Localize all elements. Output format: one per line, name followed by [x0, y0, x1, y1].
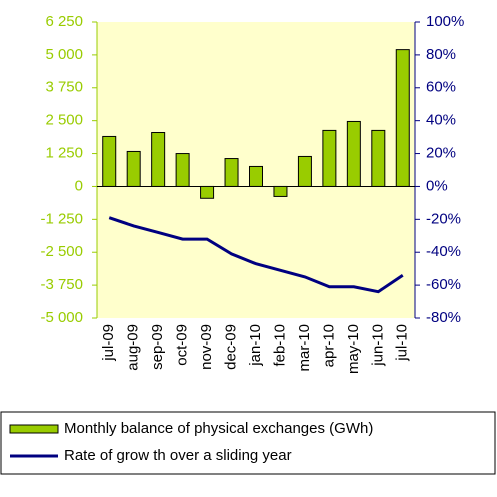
legend-box: [0, 411, 496, 475]
x-tick-label: nov-09: [198, 324, 215, 370]
y2-tick-label: 40%: [426, 112, 456, 129]
legend-label: Monthly balance of physical exchanges (G…: [64, 420, 373, 437]
bar: [322, 129, 337, 187]
bar: [249, 165, 263, 187]
bar: [102, 135, 117, 187]
bar: [273, 185, 288, 197]
bar: [297, 155, 312, 187]
y2-tick-label: 20%: [426, 145, 456, 162]
x-tick-label: sep-09: [149, 324, 166, 370]
y2-tick-label: -60%: [426, 276, 461, 293]
y-tick-label: -1 250: [40, 210, 83, 227]
y2-tick-label: -80%: [426, 309, 461, 326]
bar: [371, 129, 386, 187]
x-tick-label: mar-10: [296, 324, 313, 372]
x-tick-label: dec-09: [223, 324, 240, 370]
x-tick-label: apr-10: [320, 324, 337, 367]
x-tick-label: jul-10: [394, 324, 411, 362]
y2-tick-label: 80%: [426, 46, 456, 63]
x-tick-label: jul-09: [100, 324, 117, 362]
y2-tick-label: -20%: [426, 210, 461, 227]
bar: [126, 150, 141, 187]
x-tick-label: jan-10: [247, 324, 264, 367]
x-tick-label: jun-10: [369, 324, 386, 367]
bar: [346, 120, 361, 187]
y2-tick-label: 100%: [426, 13, 464, 30]
x-tick-label: aug-09: [125, 324, 142, 371]
y-tick-label: 5 000: [45, 46, 83, 63]
y-tick-label: 6 250: [45, 13, 83, 30]
y-tick-label: -2 500: [40, 243, 83, 260]
legend-swatch: [9, 424, 59, 434]
y-tick-label: 0: [75, 177, 83, 194]
line: [108, 216, 404, 294]
bar: [200, 185, 215, 199]
bar: [224, 158, 239, 187]
legend-label: Rate of grow th over a sliding year: [64, 447, 292, 464]
y-tick-label: -5 000: [40, 309, 83, 326]
y2-tick-label: 0%: [426, 177, 448, 194]
y2-tick-label: 60%: [426, 79, 456, 96]
bar: [395, 49, 410, 187]
bar: [151, 132, 166, 187]
x-tick-label: oct-09: [174, 324, 191, 366]
y-tick-label: 3 750: [45, 79, 83, 96]
y-tick-label: -3 750: [40, 276, 83, 293]
x-tick-label: may-10: [345, 324, 362, 374]
y2-tick-label: -40%: [426, 243, 461, 260]
y-tick-label: 1 250: [45, 145, 83, 162]
x-tick-label: feb-10: [271, 324, 288, 367]
y-tick-label: 2 500: [45, 112, 83, 129]
bar: [175, 153, 190, 187]
